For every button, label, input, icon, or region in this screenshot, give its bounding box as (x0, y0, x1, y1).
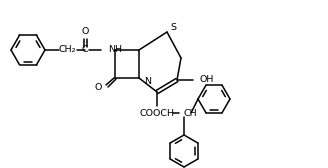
Text: CH: CH (184, 109, 198, 117)
Text: COOCH: COOCH (139, 109, 174, 117)
Text: CH₂: CH₂ (58, 46, 76, 54)
Text: NH: NH (108, 46, 122, 54)
Text: O: O (81, 27, 89, 35)
Text: OH: OH (199, 75, 214, 85)
Text: S: S (170, 24, 176, 32)
Text: O: O (94, 82, 102, 92)
Text: N: N (144, 76, 151, 86)
Text: C: C (82, 46, 88, 54)
